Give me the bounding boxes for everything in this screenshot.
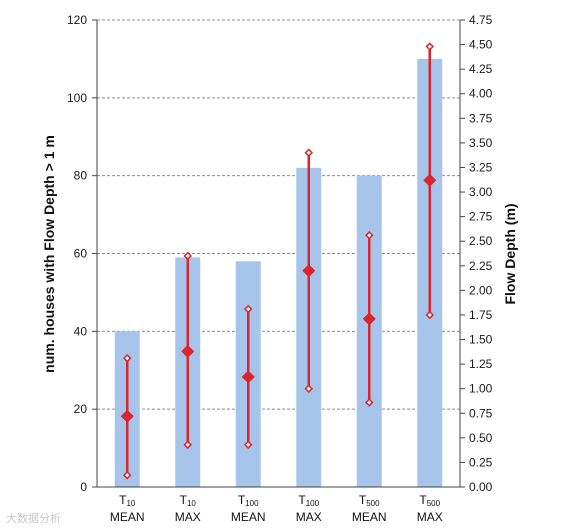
left-axis-ticks: 0 20 40 60 80 100 120 (67, 13, 97, 494)
gridlines (97, 19, 460, 410)
right-tick-label: 2.00 (469, 283, 493, 297)
flow-depth-center-marker (362, 312, 376, 326)
category-label-line2: MEAN (352, 510, 387, 524)
category-label: T10 (119, 493, 136, 508)
flow-depth-min-marker (183, 440, 193, 449)
right-tick-label: 0.25 (469, 455, 493, 469)
flow-depth-max-marker (183, 251, 193, 261)
right-tick-label: 4.75 (469, 13, 493, 27)
right-tick-label: 1.00 (469, 382, 493, 396)
flow-depth-center-marker (181, 344, 195, 358)
right-tick-label: 2.25 (469, 259, 493, 273)
category-label-line2: MEAN (231, 510, 266, 524)
flow-depth-center-marker (423, 173, 437, 187)
left-tick-label: 0 (80, 480, 87, 494)
category-label-line2: MAX (417, 510, 443, 524)
right-tick-label: 0.00 (469, 480, 493, 494)
category-label: T10 (180, 493, 197, 508)
bar-series (114, 58, 443, 488)
right-tick-label: 0.50 (469, 431, 493, 445)
right-tick-label: 3.75 (469, 111, 493, 125)
flow-depth-center-marker (241, 370, 255, 384)
flow-depth-min-marker (425, 310, 435, 320)
right-tick-label: 2.50 (469, 234, 493, 248)
flow-depth-min-marker (304, 384, 314, 393)
flow-depth-center-marker (120, 409, 134, 423)
flow-depth-max-marker (425, 42, 435, 51)
right-tick-label: 4.50 (469, 38, 493, 52)
right-tick-label: 3.50 (469, 136, 493, 150)
category-label-line2: MAX (175, 510, 201, 524)
right-axis-title: Flow Depth (m) (502, 203, 518, 304)
left-tick-label: 60 (74, 247, 88, 261)
right-tick-label: 3.00 (469, 185, 493, 199)
category-label: T500 (359, 493, 380, 508)
category-label: T100 (238, 493, 259, 508)
category-labels: T10 MEAN T10 MAX T100 MEAN T100 MAX T500 MEAN T500… (110, 493, 443, 524)
flow-depth-max-marker (243, 304, 253, 314)
flow-depth-max-marker (304, 148, 314, 157)
flow-depth-max-marker (122, 353, 132, 363)
right-tick-label: 2.75 (469, 210, 493, 224)
right-tick-label: 0.75 (469, 406, 493, 420)
left-axis-title: num. houses with Flow Depth > 1 m (41, 135, 57, 373)
flow-depth-center-marker (302, 264, 316, 278)
right-tick-label: 1.50 (469, 333, 493, 347)
left-tick-label: 20 (74, 402, 88, 416)
left-tick-label: 80 (74, 169, 88, 183)
watermark-text: 大数据分析 (6, 512, 61, 525)
flow-depth-min-marker (364, 398, 374, 407)
right-tick-label: 4.25 (469, 62, 493, 76)
right-tick-label: 3.25 (469, 160, 493, 174)
category-label: T100 (298, 493, 319, 508)
right-tick-label: 1.25 (469, 357, 493, 371)
left-tick-label: 100 (67, 91, 87, 105)
flow-depth-max-marker (364, 231, 374, 240)
flow-depth-min-marker (243, 440, 253, 449)
left-tick-label: 120 (67, 13, 87, 27)
flow-depth-series (120, 42, 437, 480)
category-label-line2: MEAN (110, 510, 145, 524)
left-tick-label: 40 (74, 324, 88, 338)
flow-depth-min-marker (122, 470, 132, 480)
right-tick-label: 1.75 (469, 308, 493, 322)
category-label: T500 (419, 493, 440, 508)
right-tick-label: 4.00 (469, 87, 493, 101)
right-axis-ticks: 0.00 0.25 0.50 0.75 1.00 1.25 1.50 1.75 2.00 2.25… (460, 13, 493, 494)
category-label-line2: MAX (296, 510, 322, 524)
